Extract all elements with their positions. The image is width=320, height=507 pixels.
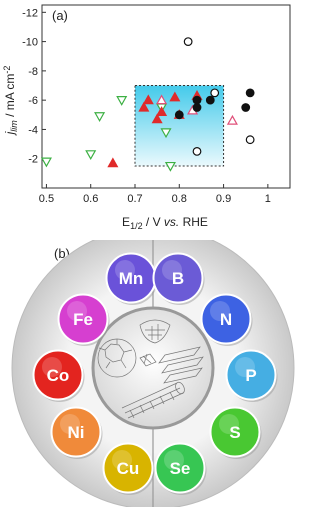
element-symbol: B bbox=[172, 269, 184, 288]
element-symbol: N bbox=[220, 310, 232, 329]
element-symbol: Mn bbox=[119, 269, 144, 288]
carbon-structures bbox=[97, 319, 204, 419]
y-tick-label: -4 bbox=[28, 124, 38, 136]
element-circle bbox=[225, 349, 277, 401]
y-tick-label: -8 bbox=[28, 66, 38, 78]
element-circle bbox=[200, 293, 252, 345]
fullerene-cells bbox=[98, 339, 133, 369]
element-symbol: S bbox=[229, 423, 240, 442]
element: Se bbox=[154, 442, 207, 495]
element-circle bbox=[102, 442, 154, 494]
element-symbol: Co bbox=[47, 366, 70, 385]
data-point bbox=[94, 112, 106, 122]
data-point bbox=[192, 95, 202, 105]
panel-label: (a) bbox=[52, 8, 68, 23]
element-diagram: (b) Mn BFe NCo PNi SCu Se bbox=[11, 240, 295, 507]
data-point bbox=[174, 110, 184, 120]
element-symbol: Ni bbox=[68, 423, 85, 442]
element: Cu bbox=[102, 442, 155, 495]
data-point bbox=[156, 106, 168, 116]
element-symbol: Fe bbox=[73, 310, 93, 329]
plot-frame bbox=[41, 4, 291, 189]
data-point bbox=[164, 161, 176, 172]
element-circle bbox=[57, 293, 109, 345]
element-circle bbox=[154, 442, 206, 494]
data-point bbox=[169, 91, 181, 102]
y-tick-label: -10 bbox=[22, 37, 38, 49]
graphene-sheets bbox=[158, 346, 204, 384]
element-circle bbox=[32, 349, 84, 401]
data-point bbox=[183, 37, 193, 46]
data-point bbox=[205, 95, 215, 105]
element: Fe bbox=[57, 293, 110, 346]
element-symbol: Se bbox=[170, 459, 191, 478]
x-tick-label: 1 bbox=[265, 193, 271, 205]
element-gloss bbox=[210, 301, 230, 321]
nanotube-end bbox=[175, 381, 185, 395]
y-axis-label: jlim / mA cm-2 bbox=[2, 66, 19, 137]
data-point bbox=[40, 157, 52, 168]
y-tick-label: -12 bbox=[22, 7, 38, 19]
data-point bbox=[151, 113, 163, 124]
element-circle bbox=[152, 252, 204, 304]
scatter-chart: (a) E1/2 / V vs. RHE jlim / mA cm-2 0.5 0… bbox=[2, 4, 291, 231]
element-gloss bbox=[115, 260, 135, 280]
element-circle bbox=[209, 406, 261, 458]
data-point bbox=[226, 114, 238, 125]
element-gloss bbox=[67, 301, 87, 321]
element-gloss bbox=[42, 357, 62, 377]
element-gloss bbox=[235, 357, 255, 377]
data-point bbox=[160, 128, 172, 139]
figure: (a) E1/2 / V vs. RHE jlim / mA cm-2 0.5 0… bbox=[2, 4, 295, 507]
x-tick-label: 0.6 bbox=[83, 193, 98, 205]
x-tick-label: 0.9 bbox=[216, 193, 231, 205]
x-tick-label: 0.5 bbox=[39, 193, 54, 205]
element-symbol: Cu bbox=[117, 459, 140, 478]
element-gloss bbox=[60, 414, 80, 434]
graphene-flake bbox=[139, 353, 157, 367]
y-tick-label: -6 bbox=[28, 95, 38, 107]
element: Ni bbox=[50, 406, 103, 459]
element: B bbox=[152, 252, 205, 305]
element: Co bbox=[32, 349, 85, 402]
element-gloss bbox=[162, 260, 182, 280]
data-point bbox=[138, 101, 150, 112]
nanotube bbox=[121, 382, 184, 419]
element-circle bbox=[50, 406, 102, 458]
data-point bbox=[192, 146, 202, 156]
x-tick-label: 0.7 bbox=[127, 193, 142, 205]
element: Mn bbox=[105, 252, 158, 305]
data-point bbox=[116, 96, 128, 106]
element-gloss bbox=[164, 450, 184, 470]
x-axis-label: E1/2 / V vs. RHE bbox=[122, 215, 208, 231]
data-point bbox=[245, 88, 255, 98]
data-point bbox=[241, 103, 251, 112]
data-point bbox=[107, 157, 119, 168]
carbon-core bbox=[91, 306, 215, 430]
graphene-cluster bbox=[139, 319, 171, 344]
x-tick-label: 0.8 bbox=[172, 193, 187, 205]
data-point bbox=[210, 88, 220, 98]
element-gloss bbox=[219, 414, 239, 434]
element-gloss bbox=[112, 450, 132, 470]
element: S bbox=[209, 406, 262, 459]
data-point bbox=[156, 94, 168, 105]
data-point bbox=[192, 103, 202, 112]
data-point bbox=[142, 94, 154, 105]
element: P bbox=[225, 349, 278, 402]
data-point bbox=[245, 135, 255, 145]
y-tick-label: -2 bbox=[28, 154, 38, 166]
element-symbol: P bbox=[245, 366, 256, 385]
element: N bbox=[200, 293, 253, 346]
data-point bbox=[85, 150, 97, 161]
